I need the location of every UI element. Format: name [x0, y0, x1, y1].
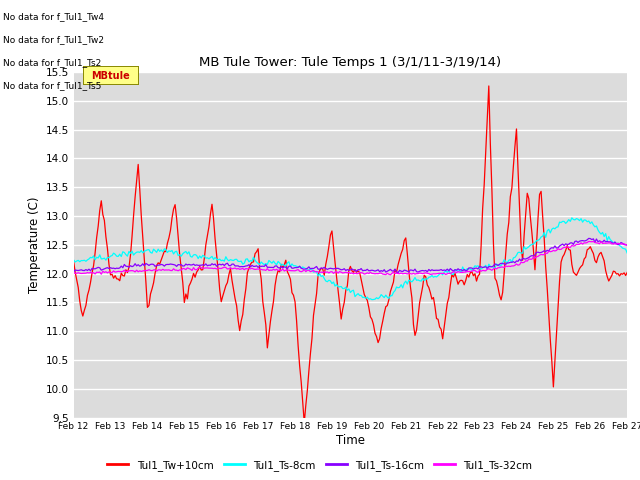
Tul1_Ts-8cm — [557, 220, 565, 226]
Tul1_Tw+10cm — [559, 254, 566, 260]
Tul1_Ts-16cm — [623, 242, 631, 248]
Tul1_Ts-8cm — [568, 215, 576, 221]
Text: No data for f_Tul1_Ts5: No data for f_Tul1_Ts5 — [3, 81, 102, 90]
Tul1_Ts-16cm — [405, 269, 413, 275]
Tul1_Ts-8cm — [387, 293, 394, 299]
Tul1_Ts-16cm — [173, 264, 180, 269]
Tul1_Ts-8cm — [405, 277, 413, 283]
Tul1_Ts-16cm — [85, 266, 93, 272]
Line: Tul1_Ts-8cm: Tul1_Ts-8cm — [74, 218, 627, 300]
Text: No data for f_Tul1_Tw4: No data for f_Tul1_Tw4 — [3, 12, 104, 21]
Tul1_Ts-16cm — [385, 267, 393, 273]
Tul1_Ts-8cm — [417, 278, 425, 284]
Text: MBtule: MBtule — [91, 71, 130, 81]
Tul1_Tw+10cm — [417, 292, 425, 298]
Tul1_Ts-8cm — [173, 249, 180, 254]
Tul1_Tw+10cm — [70, 258, 77, 264]
Tul1_Tw+10cm — [405, 268, 413, 274]
Tul1_Ts-32cm — [387, 272, 394, 278]
Line: Tul1_Ts-32cm: Tul1_Ts-32cm — [74, 241, 627, 275]
Tul1_Ts-16cm — [394, 270, 402, 276]
Tul1_Ts-16cm — [557, 242, 565, 248]
Tul1_Ts-16cm — [417, 268, 425, 274]
Tul1_Ts-8cm — [368, 297, 376, 302]
Tul1_Ts-8cm — [85, 256, 93, 262]
Tul1_Ts-8cm — [623, 250, 631, 256]
Tul1_Ts-32cm — [623, 243, 631, 249]
Y-axis label: Temperature (C): Temperature (C) — [28, 196, 42, 293]
X-axis label: Time: Time — [336, 434, 365, 447]
Text: No data for f_Tul1_Ts2: No data for f_Tul1_Ts2 — [3, 58, 102, 67]
Tul1_Tw+10cm — [300, 420, 308, 426]
Line: Tul1_Ts-16cm: Tul1_Ts-16cm — [74, 239, 627, 273]
Tul1_Ts-32cm — [70, 270, 77, 276]
Tul1_Tw+10cm — [485, 83, 493, 89]
Tul1_Ts-32cm — [385, 271, 393, 277]
Line: Tul1_Tw+10cm: Tul1_Tw+10cm — [74, 86, 627, 423]
Legend: Tul1_Tw+10cm, Tul1_Ts-8cm, Tul1_Ts-16cm, Tul1_Ts-32cm: Tul1_Tw+10cm, Tul1_Ts-8cm, Tul1_Ts-16cm,… — [103, 456, 537, 475]
Tul1_Ts-32cm — [173, 267, 180, 273]
Tul1_Ts-16cm — [70, 269, 77, 275]
Tul1_Tw+10cm — [623, 270, 631, 276]
Tul1_Ts-32cm — [557, 247, 565, 252]
Tul1_Ts-16cm — [585, 236, 593, 241]
Tul1_Ts-32cm — [417, 270, 425, 276]
Tul1_Ts-8cm — [70, 257, 77, 263]
Tul1_Ts-32cm — [405, 270, 413, 276]
Title: MB Tule Tower: Tule Temps 1 (3/1/11-3/19/14): MB Tule Tower: Tule Temps 1 (3/1/11-3/19… — [199, 57, 502, 70]
Tul1_Tw+10cm — [85, 287, 93, 293]
Tul1_Ts-32cm — [585, 239, 593, 244]
Tul1_Ts-32cm — [85, 270, 93, 276]
Text: No data for f_Tul1_Tw2: No data for f_Tul1_Tw2 — [3, 35, 104, 44]
Tul1_Tw+10cm — [173, 216, 180, 221]
Tul1_Tw+10cm — [387, 289, 394, 295]
